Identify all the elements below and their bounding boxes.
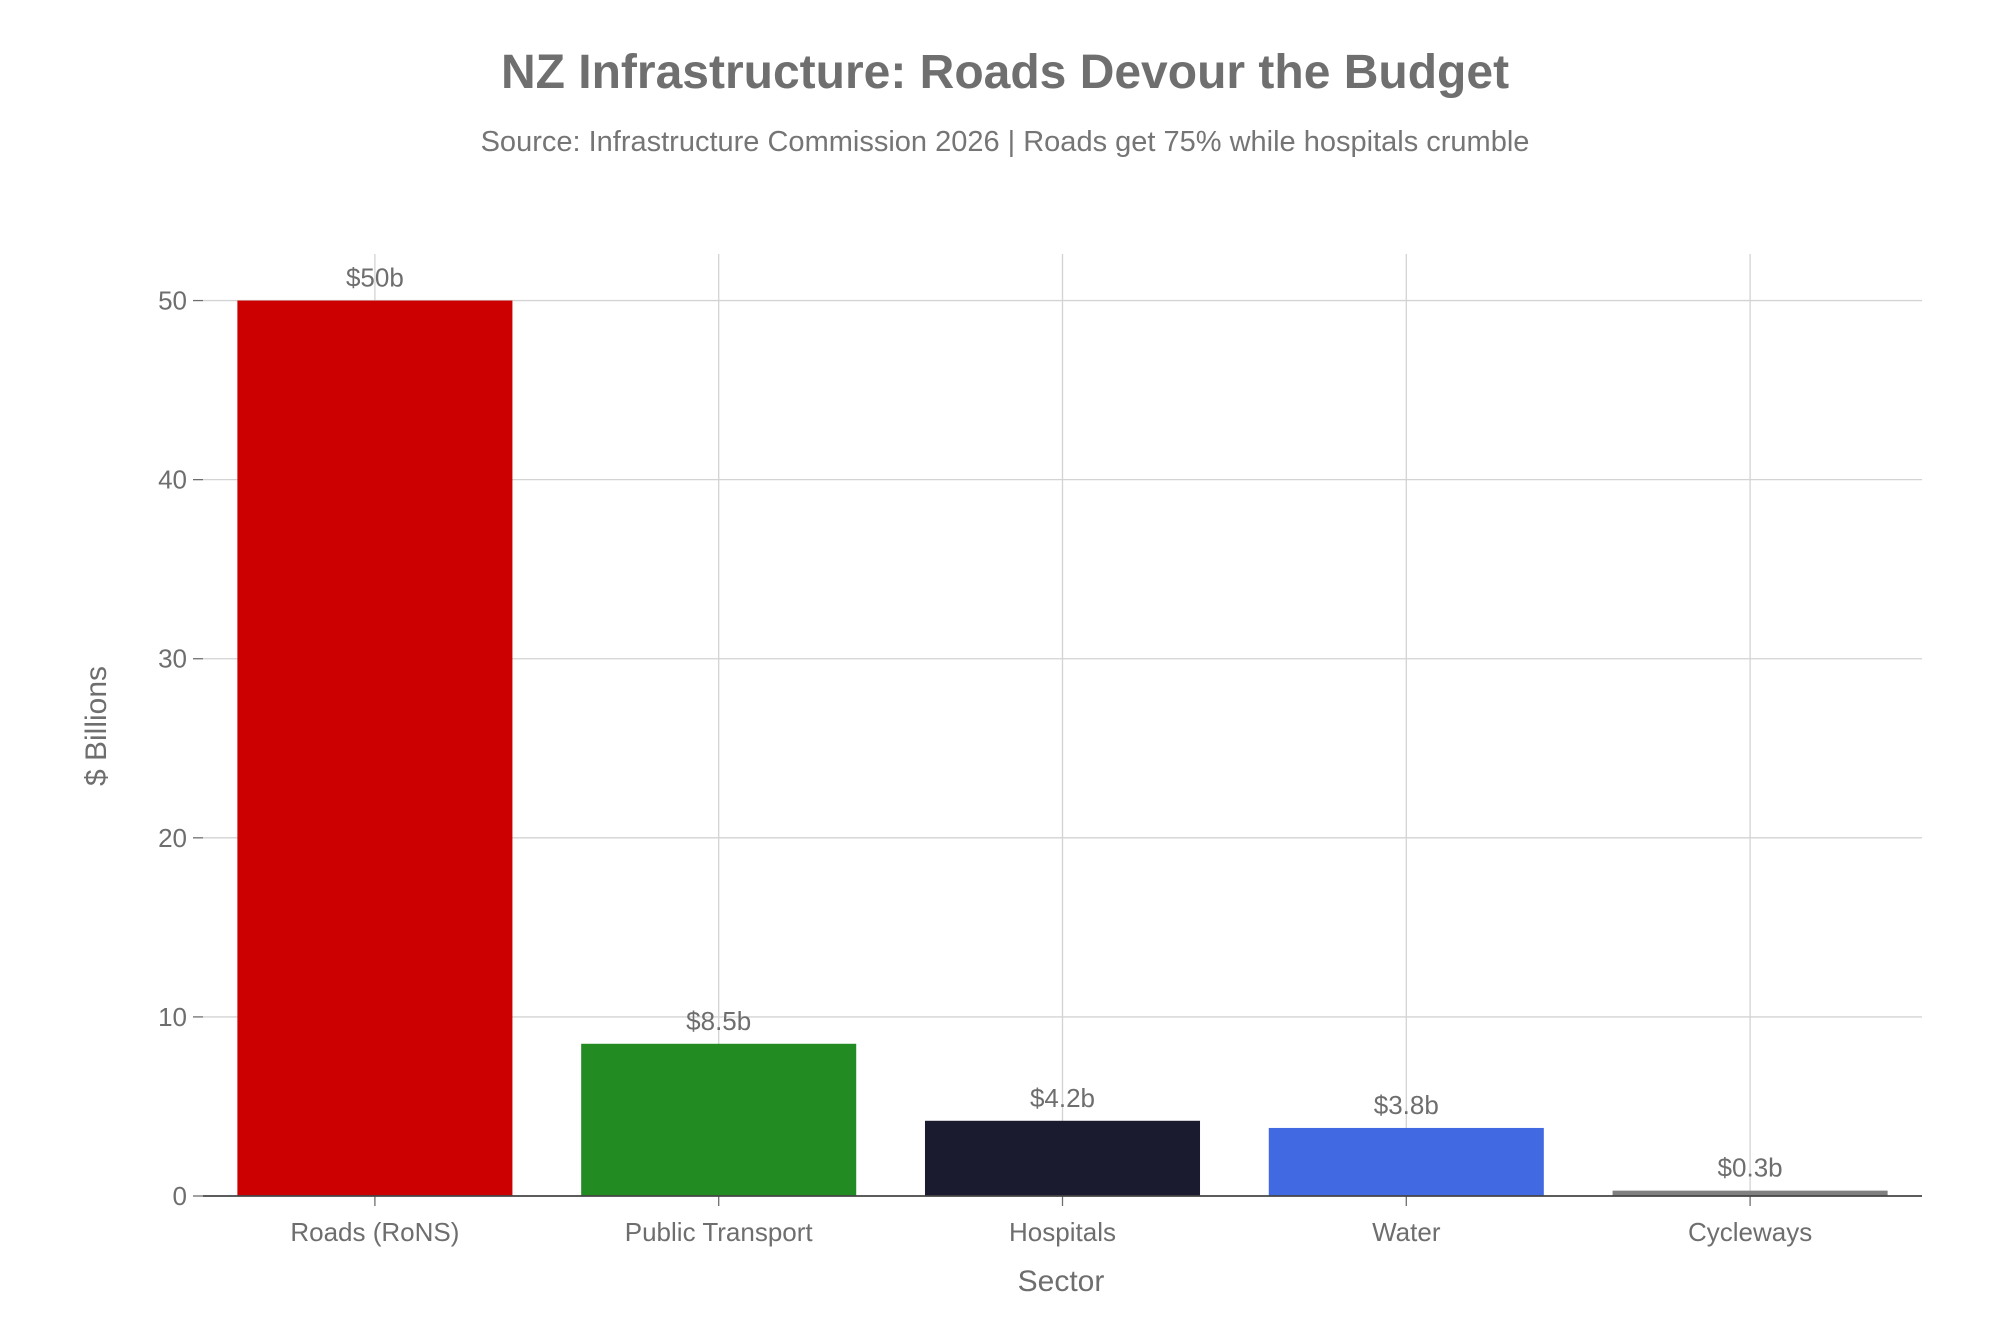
x-tick-label: Water [1372,1217,1441,1247]
bar-value-label: $0.3b [1718,1153,1783,1183]
y-tick-label: 0 [173,1181,187,1211]
y-axis-title: $ Billions [80,666,113,786]
bar-value-label: $3.8b [1374,1090,1439,1120]
x-axis-title: Sector [1018,1265,1105,1298]
y-tick-label: 30 [158,644,187,674]
chart-title: NZ Infrastructure: Roads Devour the Budg… [501,46,1509,99]
bar [924,1120,1201,1196]
x-tick-label: Hospitals [1009,1217,1116,1247]
y-tick-label: 50 [158,286,187,316]
chart-subtitle: Source: Infrastructure Commission 2026 |… [481,126,1530,158]
y-tick-label: 20 [158,823,187,853]
y-tick-label: 40 [158,465,187,495]
bar-value-label: $50b [346,263,404,293]
bar-value-label: $8.5b [686,1006,751,1036]
x-tick-label: Public Transport [625,1217,814,1247]
bar-value-labels: $50b $8.5b $4.2b $3.8b $0.3b [346,263,1783,1183]
bar-value-label: $4.2b [1030,1083,1095,1113]
y-tick-label: 10 [158,1002,187,1032]
bar [1612,1190,1888,1196]
x-tick-label: Cycleways [1688,1217,1812,1247]
bar [1268,1127,1544,1196]
axes: 0 10 20 30 40 50 Roads (RoNS) Public Transport H… [158,286,1922,1247]
x-tick-label: Roads (RoNS) [290,1217,459,1247]
bars [237,300,1888,1196]
bar [581,1043,857,1196]
bar [237,300,513,1196]
